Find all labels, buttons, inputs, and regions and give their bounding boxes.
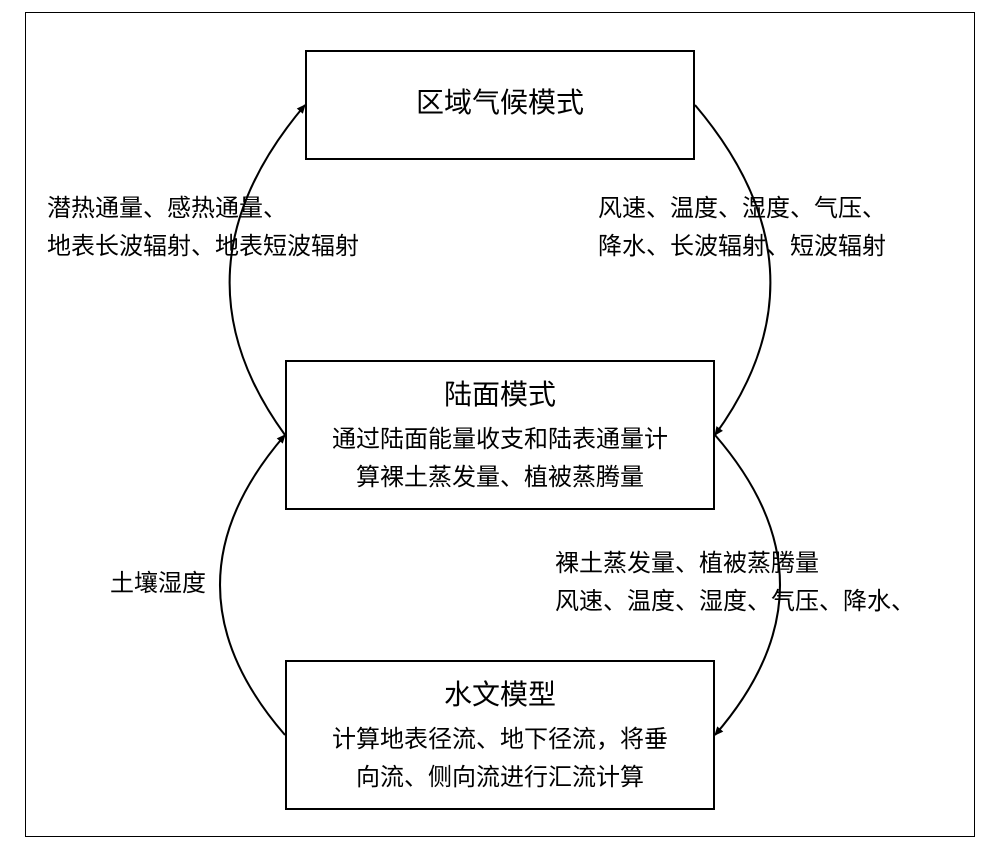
node-hydrological-model: 水文模型 计算地表径流、地下径流，将垂 向流、侧向流进行汇流计算 xyxy=(285,660,715,810)
edge-label-bot-to-mid: 土壤湿度 xyxy=(110,565,206,603)
node-title: 陆面模式 xyxy=(444,373,556,413)
node-title: 区域气候模式 xyxy=(416,81,584,121)
edge-label-mid-to-top: 潜热通量、感热通量、 地表长波辐射、地表短波辐射 xyxy=(47,190,359,267)
node-land-surface-model: 陆面模式 通过陆面能量收支和陆表通量计 算裸土蒸发量、植被蒸腾量 xyxy=(285,360,715,510)
node-title: 水文模型 xyxy=(444,673,556,713)
node-body: 通过陆面能量收支和陆表通量计 算裸土蒸发量、植被蒸腾量 xyxy=(332,421,668,498)
node-regional-climate-model: 区域气候模式 xyxy=(305,50,695,160)
edge-label-top-to-mid: 风速、温度、湿度、气压、 降水、长波辐射、短波辐射 xyxy=(598,190,886,267)
node-body: 计算地表径流、地下径流，将垂 向流、侧向流进行汇流计算 xyxy=(332,721,668,798)
edge-label-mid-to-bot: 裸土蒸发量、植被蒸腾量 风速、温度、湿度、气压、降水、 xyxy=(555,545,915,622)
